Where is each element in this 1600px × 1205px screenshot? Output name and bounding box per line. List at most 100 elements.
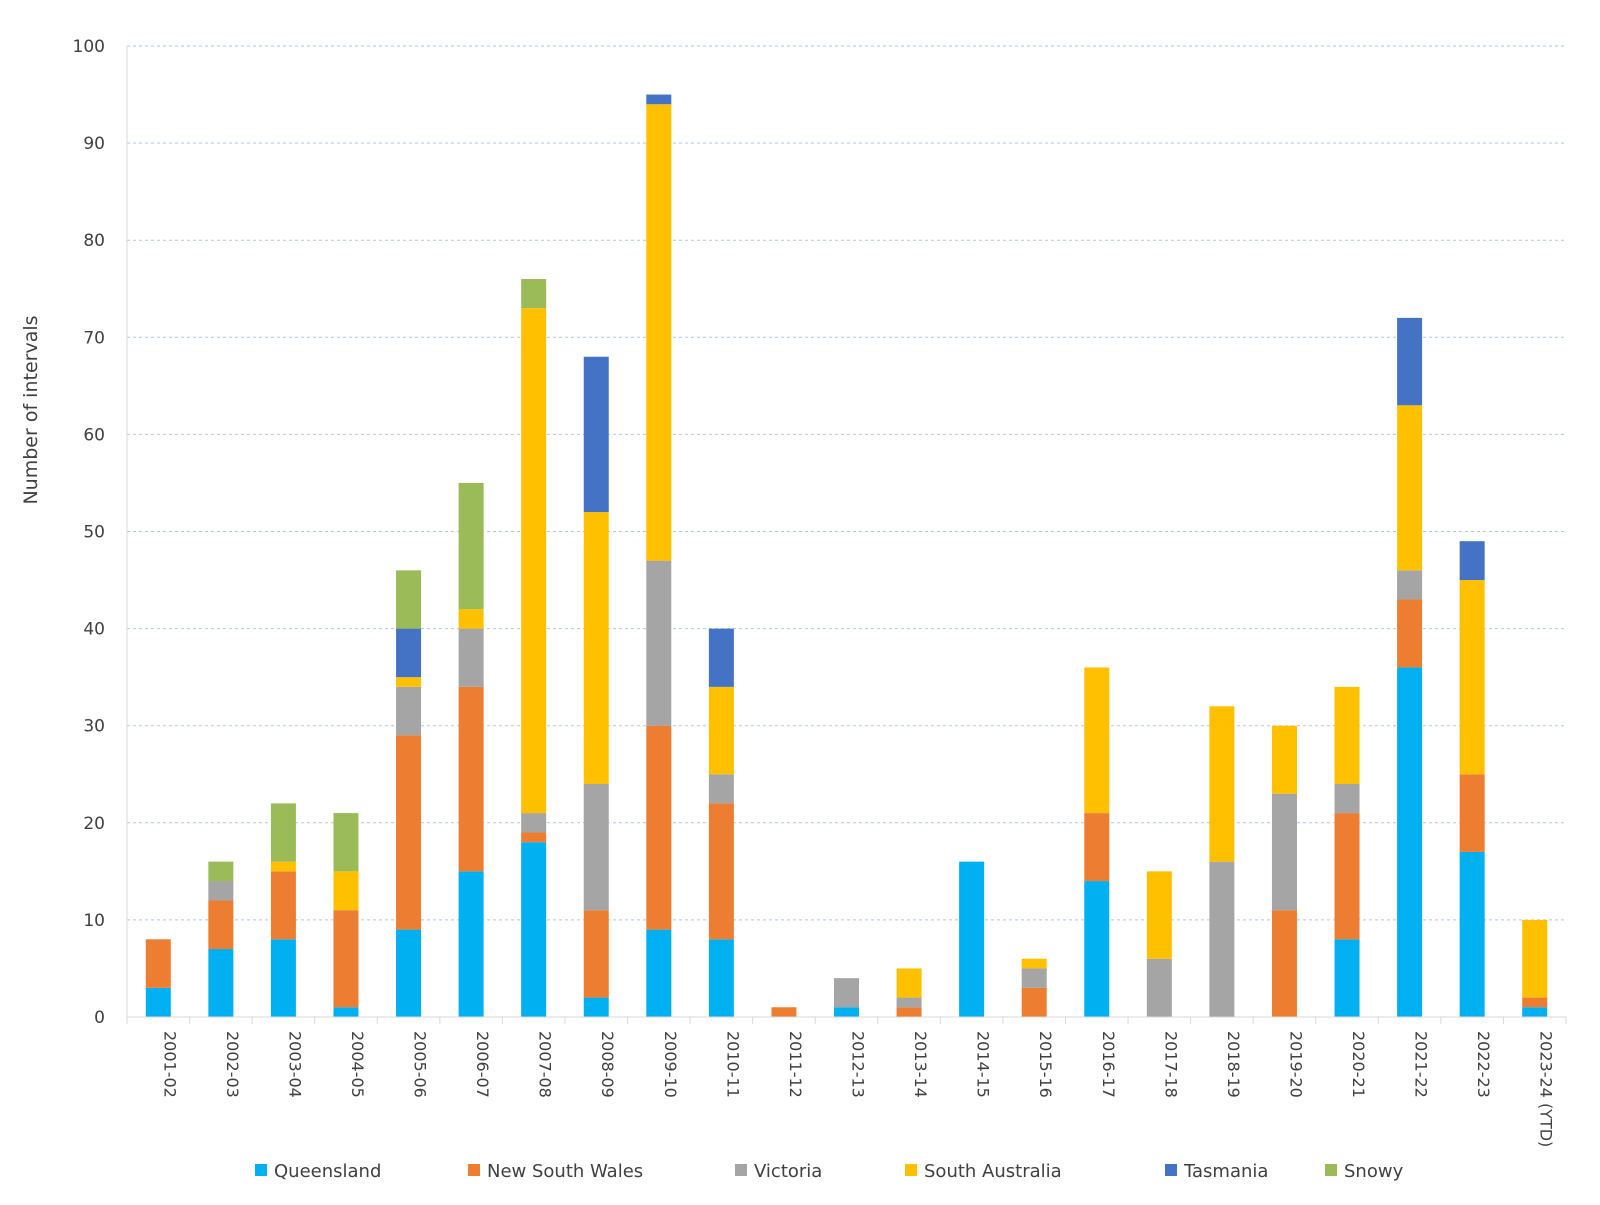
x-tick-label: 2005-06 (411, 1031, 430, 1098)
bar-segment (396, 677, 422, 687)
bar-segment (1084, 667, 1110, 814)
bar-segment (1021, 968, 1047, 988)
bar-segment (1021, 958, 1047, 969)
bar-segment (1021, 987, 1047, 1017)
bar-segment (396, 628, 422, 678)
bar-segment (396, 686, 422, 736)
y-tick-label: 100 (73, 37, 105, 57)
y-axis-title: Number of intervals (20, 315, 42, 504)
bar-segment (1334, 783, 1360, 814)
axes: 0 10 20 30 40 50 60 70 80 90 100 2001-02 2002-03 2003… (73, 37, 1567, 1147)
bar-segment (270, 803, 296, 862)
bar-segment (270, 939, 296, 1017)
bar-segment (208, 900, 234, 950)
x-tick-label: 2009-10 (661, 1031, 680, 1098)
bar-segment (646, 929, 672, 1017)
y-tick-label: 30 (83, 717, 105, 737)
bar-segment (708, 628, 734, 687)
legend-swatch (255, 1164, 267, 1176)
legend: Queensland New South Wales Victoria South A… (255, 1161, 1404, 1182)
x-tick-label: 2004-05 (348, 1031, 367, 1098)
bar-segment (1459, 851, 1485, 1017)
x-tick-label: 2012-13 (849, 1031, 868, 1098)
legend-label: Tasmania (1183, 1161, 1268, 1182)
bar-segment (1209, 861, 1235, 1017)
bar-segment (145, 939, 171, 988)
bar-segment (458, 871, 484, 1017)
bar-segment (1146, 871, 1172, 959)
bar-segment (396, 929, 422, 1017)
y-tick-label: 20 (83, 814, 105, 834)
bar-segment (1522, 919, 1548, 998)
bar-segment (708, 686, 734, 775)
bar-segment (396, 570, 422, 629)
x-tick-label: 2003-04 (285, 1031, 304, 1098)
bar-segment (646, 104, 672, 561)
bar-segment (771, 1007, 797, 1017)
legend-label: Snowy (1344, 1161, 1404, 1182)
bars (145, 94, 1548, 1017)
bar-segment (333, 1007, 359, 1017)
bar-segment (1271, 793, 1297, 911)
bar-segment (270, 871, 296, 940)
bar-segment (458, 482, 484, 610)
bar-segment (333, 910, 359, 1008)
bar-segment (208, 881, 234, 901)
bar-segment (458, 686, 484, 872)
bar-segment (1459, 541, 1485, 581)
bar-segment (458, 609, 484, 629)
bar-segment (708, 803, 734, 940)
legend-label: South Australia (924, 1161, 1062, 1182)
legend-swatch (1325, 1164, 1337, 1176)
bar-segment (1459, 774, 1485, 852)
bar-segment (1146, 958, 1172, 1017)
bar-segment (208, 949, 234, 1017)
bar-segment (583, 512, 609, 784)
bar-segment (1084, 881, 1110, 1017)
bar-segment (1084, 813, 1110, 882)
bar-segment (521, 279, 547, 309)
bar-segment (1334, 813, 1360, 940)
bar-segment (1209, 706, 1235, 862)
bar-segment (708, 774, 734, 804)
x-tick-label: 2023-24 (YTD) (1537, 1031, 1556, 1147)
bar-segment (208, 861, 234, 882)
x-tick-label: 2018-19 (1224, 1031, 1243, 1098)
y-tick-label: 50 (83, 523, 105, 543)
bar-segment (646, 560, 672, 726)
bar-segment (1522, 997, 1548, 1008)
bar-segment (1397, 599, 1423, 668)
y-tick-label: 90 (83, 134, 105, 154)
bar-segment (521, 842, 547, 1017)
bar-segment (1397, 317, 1423, 406)
bar-segment (583, 910, 609, 998)
bar-segment (896, 1007, 922, 1017)
x-tick-label: 2014-15 (974, 1031, 993, 1098)
legend-swatch (468, 1164, 480, 1176)
y-tick-label: 10 (83, 911, 105, 931)
x-tick-label: 2020-21 (1349, 1031, 1368, 1098)
bar-segment (646, 725, 672, 930)
bar-segment (1522, 1007, 1548, 1017)
bar-segment (145, 987, 171, 1017)
x-tick-label: 2013-14 (911, 1031, 930, 1098)
x-tick-label: 2017-18 (1161, 1031, 1180, 1098)
x-tick-label: 2002-03 (223, 1031, 242, 1098)
x-tick-label: 2008-09 (598, 1031, 617, 1098)
bar-segment (583, 783, 609, 911)
legend-label: New South Wales (487, 1161, 643, 1182)
legend-label: Victoria (754, 1161, 822, 1182)
bar-segment (1397, 667, 1423, 1017)
bar-segment (333, 871, 359, 911)
x-tick-label: 2007-08 (536, 1031, 555, 1098)
bar-segment (646, 94, 672, 105)
x-tick-label: 2021-22 (1412, 1031, 1431, 1098)
bar-segment (583, 997, 609, 1017)
bar-segment (1334, 686, 1360, 784)
bar-segment (1334, 939, 1360, 1017)
bar-segment (1459, 580, 1485, 775)
x-tick-label: 2016-17 (1099, 1031, 1118, 1098)
bar-segment (458, 628, 484, 687)
x-tick-label: 2022-23 (1474, 1031, 1493, 1098)
